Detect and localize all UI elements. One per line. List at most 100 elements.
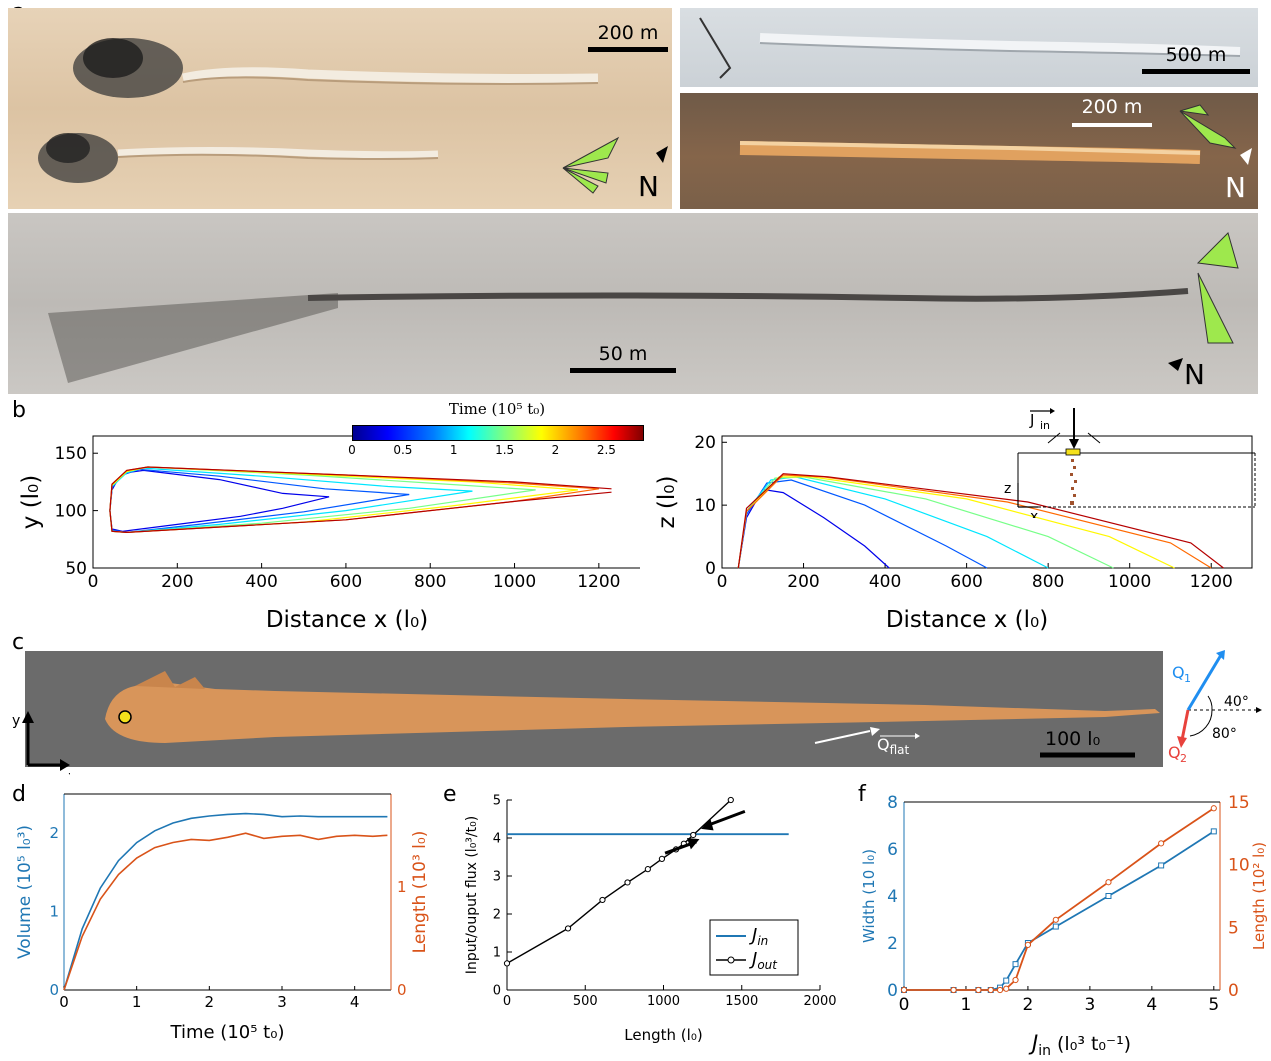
panel-label-b: b	[12, 398, 26, 423]
y-tick-label: 5	[493, 794, 501, 809]
y-axis-label: z (l₀)	[654, 476, 680, 529]
north-label: N	[1184, 358, 1205, 391]
length-point	[1003, 985, 1010, 992]
x-tick-label: 1	[132, 993, 142, 1011]
x-tick-label: 4	[350, 993, 360, 1011]
width-point	[1052, 923, 1059, 930]
x-tick-label: 2	[1023, 995, 1034, 1015]
angle2-label: 80°	[1212, 726, 1237, 742]
j-out-point	[644, 866, 651, 873]
qflat-label: Qflat	[877, 735, 910, 758]
y-tick-label: 0	[493, 984, 501, 999]
j-out-point	[503, 960, 511, 967]
series-j-out	[506, 799, 732, 965]
series-width	[904, 830, 1215, 991]
arrow-upper-head	[701, 819, 714, 831]
right-tick-label: 0	[397, 981, 407, 999]
profile-line	[737, 488, 890, 569]
inset-x-label: x	[1030, 509, 1038, 518]
right-tick-label: 5	[1228, 918, 1239, 938]
y-tick-label: 150	[55, 444, 87, 464]
left-tick-label: 6	[887, 840, 898, 860]
x-tick-label: 600	[950, 572, 982, 592]
x-axis-label: Jin (l₀³ t₀⁻¹)	[1028, 1031, 1131, 1059]
left-tick-label: 2	[49, 824, 59, 842]
satellite-image-orange-dune: 200 m N	[680, 93, 1258, 209]
y-tick-label: 50	[65, 559, 87, 579]
planform-top-edge	[109, 466, 578, 511]
colorbar-tick-label: 2	[551, 443, 560, 457]
colorbar-tick-label: 1	[449, 443, 458, 457]
right-axis-label: Length (10² l₀)	[1250, 842, 1268, 950]
y-tick-label: 0	[705, 559, 716, 579]
satellite-image-desert-dunes: 200 m N	[8, 8, 672, 209]
right-tick-label: 15	[1228, 793, 1250, 813]
y-tick-label: 3	[493, 870, 501, 885]
right-tick-label: 0	[1228, 981, 1239, 1001]
y-axis-label: y (l₀)	[18, 475, 44, 529]
x-tick-label: 1200	[577, 572, 620, 592]
right-tick-label: 10	[1228, 856, 1250, 876]
x-tick-label: 5	[1208, 995, 1219, 1015]
x-tick-label: 400	[245, 572, 277, 592]
x-tick-label: 0	[88, 572, 99, 592]
simulation-render: Qflat 100 l₀	[25, 651, 1163, 767]
x-tick-label: 2000	[803, 994, 836, 1009]
length-point	[1052, 916, 1059, 923]
width-point	[1003, 977, 1010, 984]
scale-label-100l0: 100 l₀	[1045, 728, 1101, 750]
x-axis-label: Length (l₀)	[624, 1026, 702, 1044]
j-out-point	[727, 796, 734, 804]
x-tick-label: 0	[717, 572, 728, 592]
north-label: N	[638, 170, 659, 203]
right-axis-label: Length (10³ l₀)	[410, 831, 430, 954]
panel-label-f: f	[858, 782, 866, 807]
chart-d-volume-length: 0 1 2 3 4 0 1 2 0 1 Time (10⁵ t₀) Volume (10⁵ l₀³) L…	[15, 793, 430, 1043]
width-point	[1012, 961, 1019, 968]
x-axis-label: Distance x (l₀)	[266, 607, 428, 633]
x-tick-label: 4	[1146, 995, 1157, 1015]
q2-label: Q	[1168, 743, 1181, 762]
j-out-point	[624, 879, 631, 886]
y-axis-label: Input/ouput flux (l₀³/t₀)	[464, 816, 480, 974]
colorbar-title: Time (10⁵ t₀)	[448, 400, 546, 418]
length-point	[1105, 879, 1112, 886]
width-point	[1105, 893, 1112, 899]
c-axis-x: x	[68, 769, 70, 775]
scale-bar-200m-orange: 200 m	[1072, 96, 1152, 127]
source-schematic-inset: J in z x	[1000, 403, 1260, 518]
x-tick-label: 3	[277, 993, 287, 1011]
j-out-point	[690, 831, 697, 839]
length-point	[950, 986, 957, 994]
left-tick-label: 1	[49, 903, 59, 921]
width-point	[1210, 828, 1217, 835]
q2-sub: 2	[1180, 752, 1187, 765]
scale-label: 200 m	[1081, 96, 1143, 118]
chart-b-right-profile: 0 200 400 600 800 1000 1200 0 10 20 Distance x (l₀…	[654, 433, 1253, 633]
x-axis-label: Distance x (l₀)	[886, 607, 1048, 633]
planform-bottom-edge	[109, 491, 612, 534]
x-tick-label: 800	[414, 572, 446, 592]
left-tick-label: 8	[887, 793, 898, 813]
colorbar: Time (10⁵ t₀) 0 0.5 1 1.5 2 2.5	[348, 400, 644, 460]
series-length	[904, 807, 1215, 991]
inset-jin-sub: in	[1040, 419, 1050, 432]
colorbar-tick-label: 0.5	[393, 443, 413, 457]
scale-label: 50 m	[598, 343, 648, 365]
c-axes-arrows: y x	[12, 711, 70, 775]
x-tick-label: 2	[205, 993, 215, 1011]
x-tick-label: 0	[899, 995, 910, 1015]
j-out-point	[599, 896, 606, 904]
x-tick-label: 0	[59, 993, 69, 1011]
length-point	[996, 986, 1004, 994]
legend-marker	[727, 956, 735, 964]
x-tick-label: 3	[1084, 995, 1095, 1015]
y-tick-label: 4	[493, 832, 501, 847]
x-tick-label: 200	[787, 572, 819, 592]
series-length	[63, 832, 388, 991]
y-tick-label: 20	[694, 433, 716, 453]
length-point	[1024, 941, 1032, 948]
wind-vector-diagram: Q 1 Q 2 40° 80°	[1168, 650, 1262, 765]
right-tick-label: 1	[397, 878, 407, 896]
scale-bar-200m: 200 m	[588, 18, 668, 52]
